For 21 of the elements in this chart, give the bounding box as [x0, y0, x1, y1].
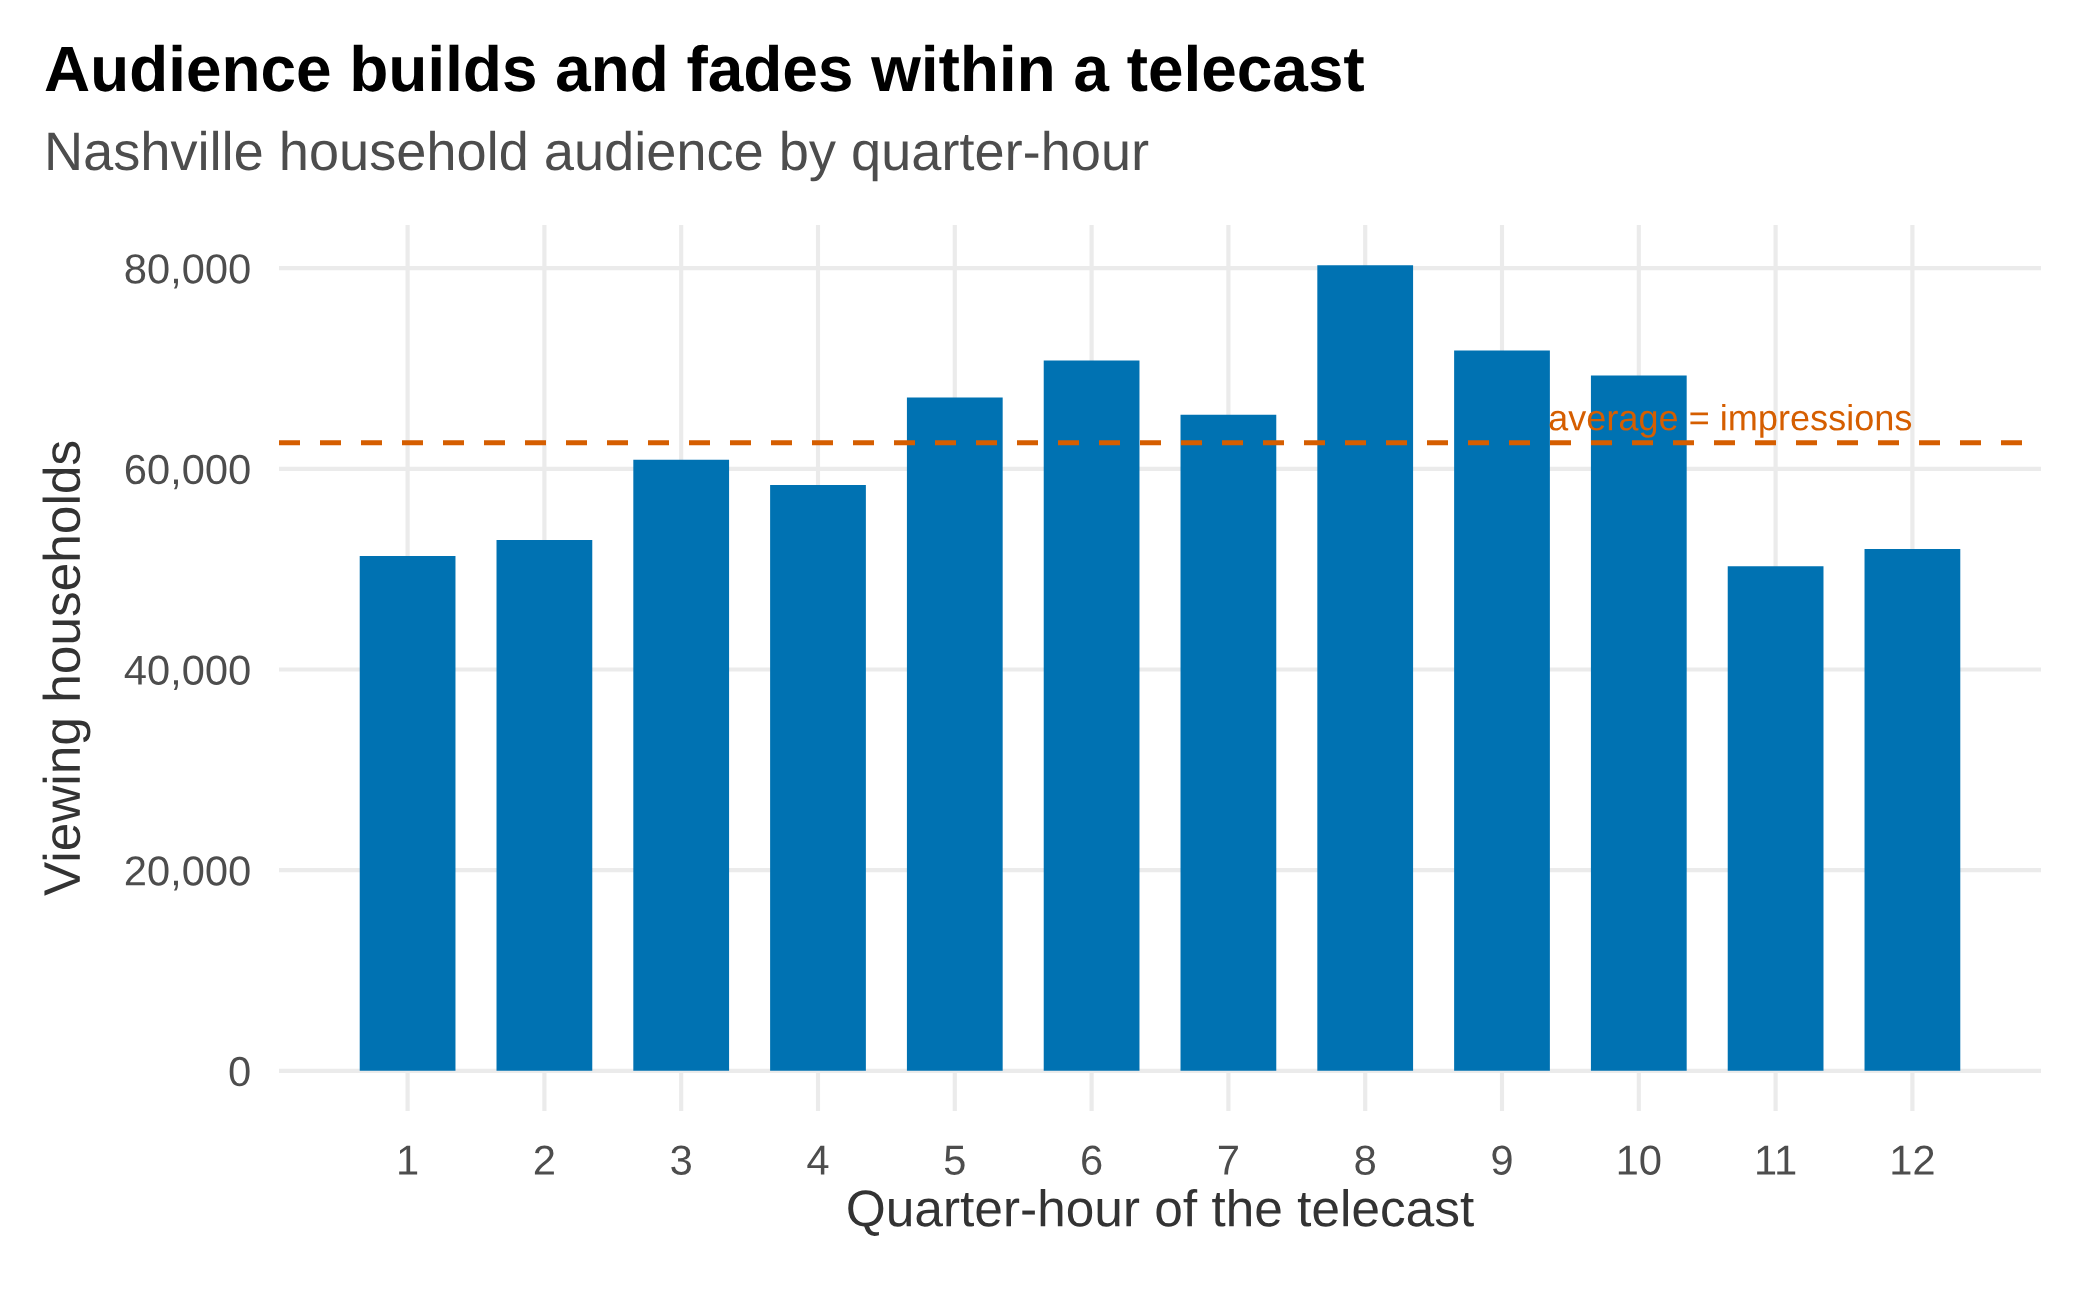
y-tick-label: 80,000: [125, 254, 250, 289]
x-tick-label: 2: [534, 1145, 554, 1175]
x-tick-label: 1: [399, 1145, 418, 1175]
y-tick-label: 20,000: [125, 856, 250, 891]
y-axis-title: Viewing households: [42, 441, 91, 896]
chart-subtitle: Nashville household audience by quarter-hour: [48, 130, 1149, 182]
x-tick-label: 9: [1492, 1145, 1512, 1175]
x-tick-label: 10: [1618, 1145, 1661, 1175]
x-tick-label: 5: [944, 1145, 965, 1175]
x-axis-title: Quarter-hour of the telecast: [848, 1188, 1474, 1236]
x-tick-label: 8: [1355, 1145, 1375, 1175]
x-tick-label: 3: [671, 1145, 691, 1175]
x-tick-label: 7: [1218, 1145, 1238, 1175]
chart-title: Audience builds and fades within a telecast: [45, 44, 1364, 92]
x-tick-label: 11: [1757, 1145, 1796, 1175]
y-tick-label: 60,000: [125, 454, 250, 490]
x-tick-label: 12: [1892, 1145, 1934, 1175]
y-tick-label: 40,000: [124, 655, 250, 690]
y-tick-label: 0: [229, 1056, 250, 1087]
x-tick-label: 4: [807, 1145, 829, 1175]
x-tick-label: 6: [1082, 1145, 1102, 1175]
